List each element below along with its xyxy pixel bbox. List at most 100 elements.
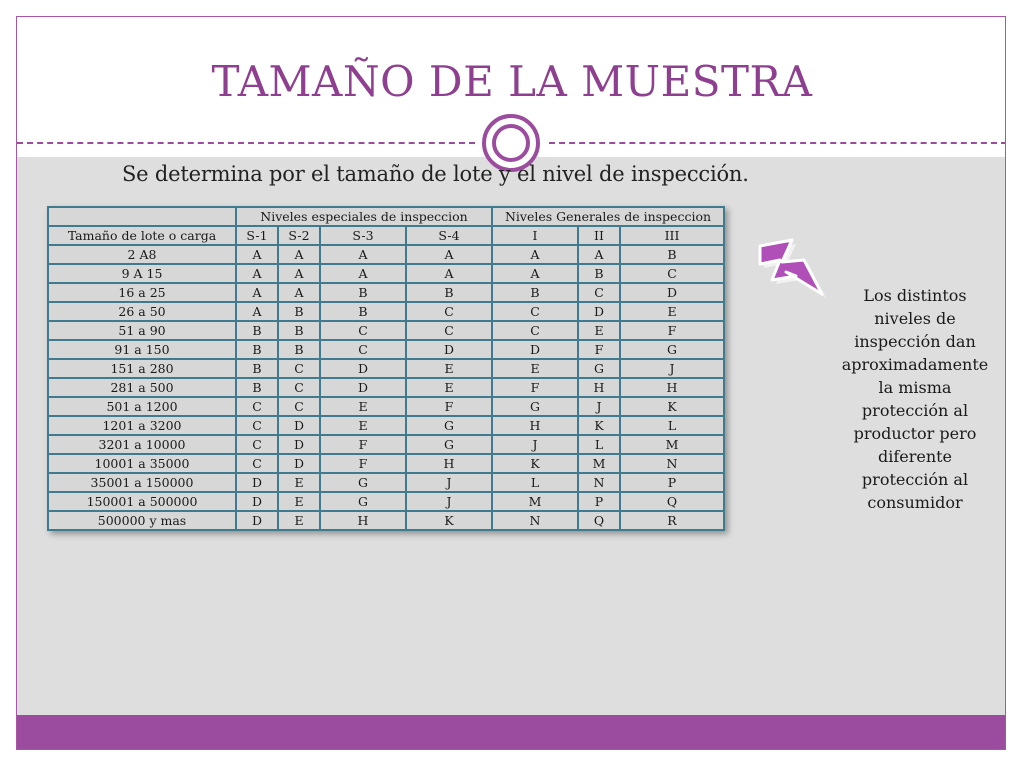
code-letter-cell: G: [491, 396, 579, 417]
code-letter-cell: C: [319, 339, 407, 360]
code-letter-cell: F: [491, 377, 579, 398]
code-letter-cell: J: [619, 358, 725, 379]
title-divider-left: [17, 142, 475, 144]
code-letter-cell: C: [235, 415, 279, 436]
code-letter-cell: E: [491, 358, 579, 379]
code-letter-cell: C: [619, 263, 725, 284]
code-letter-cell: A: [491, 263, 579, 284]
code-letter-cell: C: [405, 320, 493, 341]
code-letter-cell: E: [405, 358, 493, 379]
code-letter-cell: C: [277, 377, 321, 398]
code-letter-cell: H: [405, 453, 493, 474]
code-letter-cell: A: [235, 282, 279, 303]
column-header: S-1: [235, 225, 279, 246]
code-letter-cell: J: [405, 472, 493, 493]
inner-circle: [492, 124, 530, 162]
side-note-line: Los distintos: [863, 286, 967, 305]
lot-size-cell: 9 A 15: [47, 263, 237, 284]
table-row: 1201 a 3200 C D E G H K L: [47, 415, 725, 436]
code-letter-cell: Q: [577, 510, 621, 531]
code-letter-cell: C: [235, 396, 279, 417]
table-row: 26 a 50 A B B C C D E: [47, 301, 725, 322]
code-letter-cell: A: [277, 244, 321, 265]
code-letter-cell: A: [405, 244, 493, 265]
code-letter-cell: C: [277, 396, 321, 417]
table-row: 91 a 150 B B C D D F G: [47, 339, 725, 360]
code-letter-cell: L: [577, 434, 621, 455]
code-letter-cell: A: [235, 263, 279, 284]
group-header-special: Niveles especiales de inspeccion: [235, 206, 493, 227]
code-letter-cell: K: [619, 396, 725, 417]
code-letter-cell: J: [577, 396, 621, 417]
code-letter-cell: Q: [619, 491, 725, 512]
table-row: 2 A8 A A A A A A B: [47, 244, 725, 265]
code-letter-cell: K: [577, 415, 621, 436]
lot-size-cell: 3201 a 10000: [47, 434, 237, 455]
code-letter-cell: D: [235, 472, 279, 493]
side-note-line: productor pero: [853, 424, 977, 443]
table-row: 500000 y mas D E H K N Q R: [47, 510, 725, 531]
code-letter-cell: G: [319, 491, 407, 512]
lot-size-cell: 35001 a 150000: [47, 472, 237, 493]
table-row: 151 a 280 B C D E E G J: [47, 358, 725, 379]
slide-title: TAMAÑO DE LA MUESTRA: [211, 57, 813, 106]
code-letter-cell: E: [277, 491, 321, 512]
code-letter-cell: R: [619, 510, 725, 531]
lot-size-cell: 91 a 150: [47, 339, 237, 360]
lot-size-cell: 10001 a 35000: [47, 453, 237, 474]
lot-size-cell: 16 a 25: [47, 282, 237, 303]
code-letter-cell: A: [491, 244, 579, 265]
code-letter-cell: C: [577, 282, 621, 303]
lot-size-cell: 150001 a 500000: [47, 491, 237, 512]
side-note-line: aproximadamente: [841, 355, 989, 374]
code-letter-cell: F: [319, 453, 407, 474]
table-row: 16 a 25 A A B B B C D: [47, 282, 725, 303]
code-letter-cell: K: [491, 453, 579, 474]
code-letter-cell: B: [319, 282, 407, 303]
code-letter-cell: D: [235, 510, 279, 531]
code-letter-cell: B: [277, 339, 321, 360]
side-note-line: protección al: [861, 401, 969, 420]
lot-size-cell: 2 A8: [47, 244, 237, 265]
table-row: 150001 a 500000 D E G J M P Q: [47, 491, 725, 512]
code-letter-cell: G: [619, 339, 725, 360]
group-header-row: Niveles especiales de inspeccion Niveles…: [47, 206, 725, 227]
code-letter-cell: E: [619, 301, 725, 322]
code-letter-cell: D: [277, 434, 321, 455]
lot-size-cell: 26 a 50: [47, 301, 237, 322]
code-letter-cell: M: [619, 434, 725, 455]
code-letter-cell: J: [491, 434, 579, 455]
double-circle-ornament-icon: [482, 114, 540, 172]
column-header: S-4: [405, 225, 493, 246]
code-letter-cell: G: [577, 358, 621, 379]
code-letter-cell: N: [491, 510, 579, 531]
side-note: Los distintos niveles de inspección dan apr…: [832, 284, 998, 514]
code-letter-cell: M: [491, 491, 579, 512]
code-letter-cell: H: [577, 377, 621, 398]
table-row: 3201 a 10000 C D F G J L M: [47, 434, 725, 455]
table-body: 2 A8 A A A A A A B 9 A 15 A A A A A B C 16 a 25 A A B B B C D 26…: [47, 244, 725, 531]
code-letter-cell: D: [619, 282, 725, 303]
code-letter-cell: D: [235, 491, 279, 512]
code-letter-cell: E: [277, 510, 321, 531]
side-note-line: la misma: [878, 378, 952, 397]
code-letter-cell: B: [277, 320, 321, 341]
lot-size-cell: 151 a 280: [47, 358, 237, 379]
lot-size-cell: 1201 a 3200: [47, 415, 237, 436]
code-letter-cell: C: [319, 320, 407, 341]
code-letter-cell: F: [319, 434, 407, 455]
code-letter-cell: A: [319, 263, 407, 284]
column-header: Tamaño de lote o carga: [47, 225, 237, 246]
side-note-line: consumidor: [867, 493, 963, 512]
group-header-general: Niveles Generales de inspeccion: [491, 206, 725, 227]
code-letter-cell: F: [405, 396, 493, 417]
table-row: 501 a 1200 C C E F G J K: [47, 396, 725, 417]
column-header: S-2: [277, 225, 321, 246]
code-letter-cell: G: [405, 434, 493, 455]
code-letter-cell: D: [277, 453, 321, 474]
code-letter-cell: F: [619, 320, 725, 341]
lightning-bolt-icon: [758, 238, 826, 298]
code-letter-cell: C: [235, 434, 279, 455]
code-letter-cell: D: [405, 339, 493, 360]
column-header: I: [491, 225, 579, 246]
